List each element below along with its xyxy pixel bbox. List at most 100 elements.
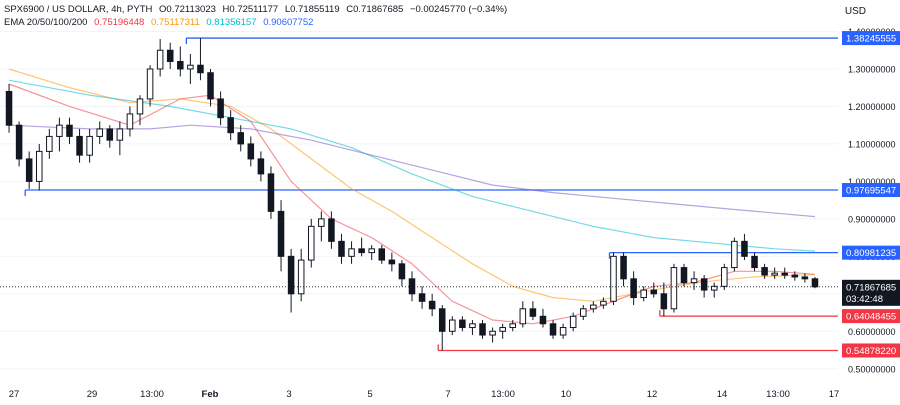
y-tick-label: 1.20000000 (848, 102, 896, 112)
candle (368, 245, 375, 261)
x-tick-label: 3 (286, 389, 291, 400)
candle-body (418, 293, 426, 302)
ohlc-change: −0.00245770 (−0.34%) (409, 4, 508, 15)
candle-body (650, 289, 658, 295)
candle-body (690, 278, 698, 284)
candle-body (579, 308, 587, 317)
level-price-label: 0.97695547 (846, 186, 896, 197)
candle (96, 121, 103, 144)
candle (136, 95, 144, 126)
candle (438, 305, 446, 351)
candle-body (539, 315, 547, 325)
candle-body (519, 308, 527, 325)
candle (489, 327, 496, 343)
candle (46, 128, 53, 159)
candle-body (197, 64, 204, 74)
ema-value-200: 0.90607752 (263, 17, 314, 28)
x-tick-label: 13:00 (140, 389, 164, 400)
candle (126, 106, 134, 137)
candle (86, 128, 93, 163)
candle (811, 276, 819, 289)
candle (338, 233, 345, 264)
candle (66, 117, 73, 144)
candle-body (771, 272, 778, 276)
ema-value-100: 0.81356157 (206, 17, 257, 28)
y-tick-label: 0.60000000 (848, 327, 896, 337)
candle (449, 316, 456, 336)
candle-body (388, 259, 396, 265)
last-price-tag (842, 279, 900, 306)
candle (378, 245, 386, 264)
candle (25, 151, 33, 189)
candle-body (207, 72, 214, 100)
candle (539, 308, 547, 328)
candle-body (307, 225, 315, 261)
candle-body (378, 248, 386, 261)
level-price-label: 0.64048455 (846, 312, 896, 323)
candle (398, 260, 406, 287)
x-tick-label: Feb (202, 389, 219, 400)
candle (76, 128, 83, 163)
level-price-label: 0.80981235 (846, 248, 896, 259)
candle (177, 46, 184, 77)
candle-body (670, 267, 678, 310)
level-price-tag (842, 309, 900, 324)
candle (116, 121, 124, 156)
candle (146, 65, 154, 107)
level-price-label: 1.38245555 (846, 34, 896, 45)
ema-label: EMA 20/50/100/200 (4, 17, 88, 28)
candle-body (227, 117, 234, 134)
candle-body (751, 255, 758, 269)
candle (731, 237, 738, 272)
candle (620, 252, 627, 287)
candle-body (187, 64, 194, 70)
candle (247, 136, 255, 167)
ohlc-high: H0.72511177 (222, 4, 279, 15)
candle-body (156, 49, 164, 70)
candle-body (25, 158, 33, 182)
candle-body (469, 323, 476, 329)
candle (237, 125, 245, 152)
candle-body (136, 98, 144, 115)
candle-body (247, 143, 255, 160)
candle (15, 121, 23, 167)
candle (287, 248, 295, 313)
chart-legend-ema: EMA 20/50/100/200 0.75196448 0.75117311 … (4, 17, 317, 29)
candle-body (338, 240, 345, 257)
candle (197, 38, 204, 81)
candle-body (590, 304, 597, 310)
y-tick-label: 0.90000000 (848, 214, 896, 224)
price-axis[interactable]: 0.500000000.600000000.700000000.80000000… (842, 27, 900, 374)
candle-body (428, 300, 436, 310)
x-tick-label: 13:00 (491, 389, 515, 400)
candle-body (479, 323, 486, 336)
candle-body (680, 267, 688, 284)
candlesticks (5, 38, 819, 351)
candle (700, 275, 708, 298)
level-price-tag (842, 183, 900, 198)
candle (670, 263, 678, 313)
candle (549, 320, 557, 339)
level-price-tag (842, 245, 900, 260)
candle-body (489, 330, 496, 336)
candle (721, 263, 728, 291)
level-price-label: 0.54878220 (846, 346, 896, 357)
ema-line (8, 68, 816, 302)
candle-body (146, 68, 154, 100)
candle-body (217, 98, 224, 119)
candle-body (287, 255, 295, 295)
time-axis[interactable]: 27 29 13:00 Feb 3 5 7 13:00 10 12 14 13:00 17 (9, 389, 840, 400)
candle (217, 91, 224, 126)
candle-body (96, 128, 103, 137)
y-tick-label: 0.50000000 (848, 364, 896, 374)
candle-body (600, 300, 607, 306)
candle (5, 83, 13, 133)
candle-body (267, 173, 275, 212)
candle-body (700, 278, 708, 291)
candle-body (5, 90, 13, 126)
candle (257, 151, 265, 182)
candle-body (509, 323, 517, 329)
candle-body (348, 248, 355, 257)
